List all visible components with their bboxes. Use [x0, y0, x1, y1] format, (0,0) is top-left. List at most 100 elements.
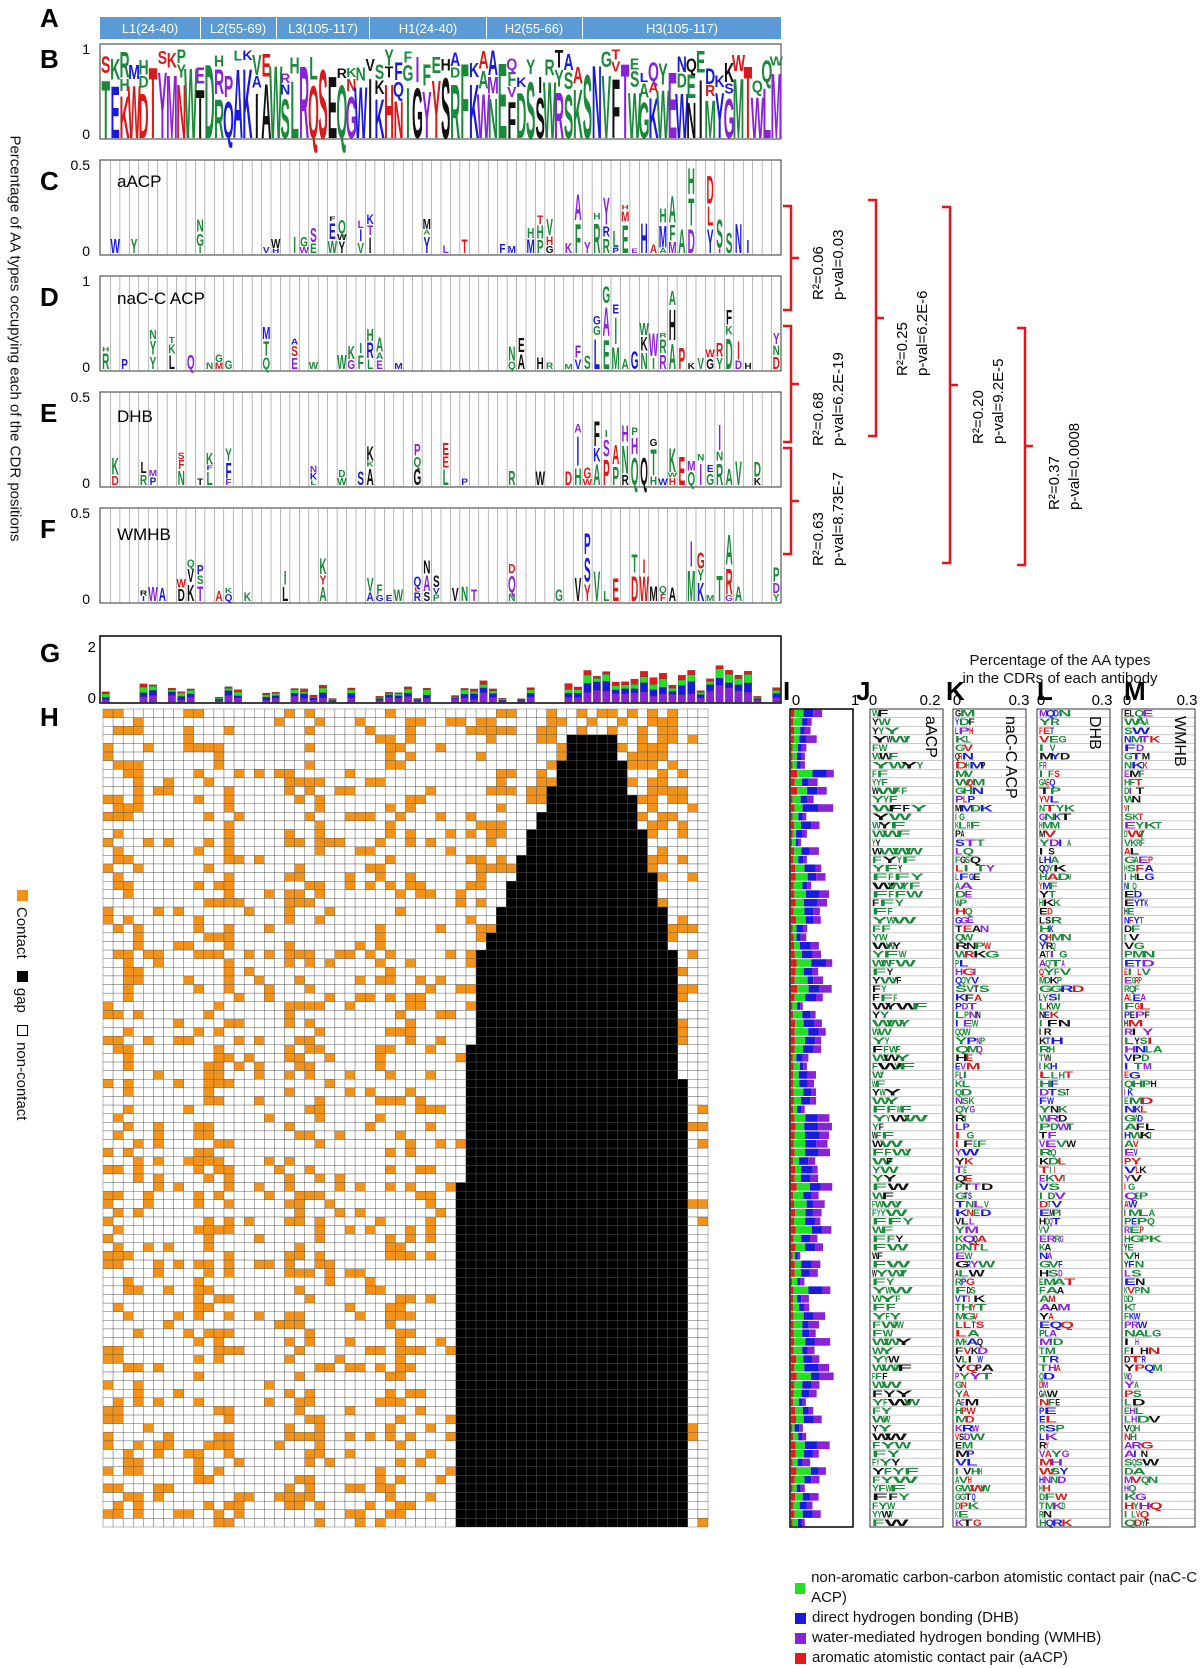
matrix-cell — [164, 847, 174, 856]
matrix-cell — [153, 1122, 163, 1131]
matrix-cell — [668, 907, 678, 916]
matrix-cell — [648, 1200, 658, 1209]
matrix-cell — [204, 804, 214, 813]
matrix-cell — [516, 1062, 526, 1071]
matrix-cell — [395, 1191, 405, 1200]
matrix-cell — [456, 1096, 466, 1105]
matrix-cell — [547, 838, 557, 847]
matrix-cell — [627, 1028, 637, 1037]
matrix-cell — [214, 821, 224, 830]
matrix-cell — [678, 847, 688, 856]
stacked-bar-segment — [640, 683, 647, 692]
logo-glyph: V — [735, 455, 742, 493]
matrix-cell — [184, 898, 194, 907]
logo-glyph: P — [197, 562, 204, 578]
matrix-cell — [214, 838, 224, 847]
matrix-cell — [254, 1191, 264, 1200]
matrix-cell — [547, 976, 557, 985]
matrix-cell — [506, 1071, 516, 1080]
matrix-cell — [274, 907, 284, 916]
matrix-cell — [577, 1131, 587, 1140]
stacked-bar-segment — [348, 688, 355, 690]
matrix-cell — [527, 1191, 537, 1200]
matrix-cell — [637, 993, 647, 1002]
matrix-cell — [648, 1234, 658, 1243]
matrix-cell — [587, 1036, 597, 1045]
matrix-cell — [668, 1122, 678, 1131]
matrix-cell — [194, 1045, 204, 1054]
matrix-cell — [537, 1269, 547, 1278]
logo-glyph: S — [441, 61, 450, 157]
matrix-cell — [174, 1243, 184, 1252]
matrix-cell — [668, 1105, 678, 1114]
matrix-cell — [103, 1217, 113, 1226]
logo-glyph: S — [318, 48, 327, 159]
matrix-cell — [527, 1260, 537, 1269]
stacked-bar-segment — [697, 691, 704, 693]
matrix-cell — [385, 1105, 395, 1114]
matrix-cell — [254, 950, 264, 959]
matrix-cell — [446, 726, 456, 735]
corr-p-c-f: p-val=9.2E-5 — [990, 359, 1007, 444]
panel-c-ytick-top: 0.5 — [71, 157, 91, 173]
matrix-cell — [688, 873, 698, 882]
matrix-cell — [456, 1140, 466, 1149]
matrix-cell — [567, 941, 577, 950]
matrix-cell — [365, 1208, 375, 1217]
matrix-cell — [375, 795, 385, 804]
matrix-cell — [617, 898, 627, 907]
matrix-cell — [123, 830, 133, 839]
matrix-cell — [274, 1079, 284, 1088]
matrix-cell — [587, 1079, 597, 1088]
matrix-cell — [164, 1122, 174, 1131]
matrix-cell — [627, 1122, 637, 1131]
matrix-cell — [577, 812, 587, 821]
matrix-cell — [285, 985, 295, 994]
matrix-cell — [416, 1131, 426, 1140]
stacked-bar-segment — [593, 676, 600, 678]
matrix-cell — [456, 1269, 466, 1278]
matrix-cell — [476, 1183, 486, 1192]
matrix-cell — [406, 1191, 416, 1200]
matrix-cell — [264, 873, 274, 882]
matrix-cell — [365, 1251, 375, 1260]
matrix-cell — [607, 1002, 617, 1011]
matrix-cell — [658, 1226, 668, 1235]
matrix-cell — [305, 769, 315, 778]
matrix-cell — [678, 1045, 688, 1054]
matrix-cell — [355, 1157, 365, 1166]
stacked-bar-segment — [225, 687, 232, 688]
matrix-cell — [436, 1114, 446, 1123]
matrix-cell — [123, 1208, 133, 1217]
matrix-cell — [436, 864, 446, 873]
matrix-cell — [617, 1243, 627, 1252]
matrix-cell — [375, 873, 385, 882]
matrix-cell — [516, 1174, 526, 1183]
matrix-cell — [627, 1105, 637, 1114]
matrix-cell — [688, 1260, 698, 1269]
matrix-cell — [617, 1234, 627, 1243]
panel-g-ytick-bottom: 0 — [88, 690, 96, 707]
matrix-cell — [466, 1234, 476, 1243]
matrix-cell — [527, 1002, 537, 1011]
matrix-cell — [113, 1191, 123, 1200]
matrix-cell — [627, 761, 637, 770]
matrix-cell — [184, 1243, 194, 1252]
matrix-cell — [194, 1002, 204, 1011]
matrix-cell — [557, 1036, 567, 1045]
matrix-cell — [143, 1045, 153, 1054]
matrix-cell — [607, 1105, 617, 1114]
matrix-cell — [426, 1079, 436, 1088]
matrix-cell — [295, 847, 305, 856]
matrix-cell — [204, 967, 214, 976]
matrix-cell — [668, 976, 678, 985]
matrix-cell — [688, 1165, 698, 1174]
matrix-cell — [244, 873, 254, 882]
stacked-bar-segment — [480, 684, 487, 687]
matrix-cell — [496, 881, 506, 890]
matrix-cell — [123, 1114, 133, 1123]
matrix-cell — [194, 778, 204, 787]
matrix-cell — [345, 1105, 355, 1114]
matrix-cell — [244, 804, 254, 813]
matrix-cell — [385, 941, 395, 950]
